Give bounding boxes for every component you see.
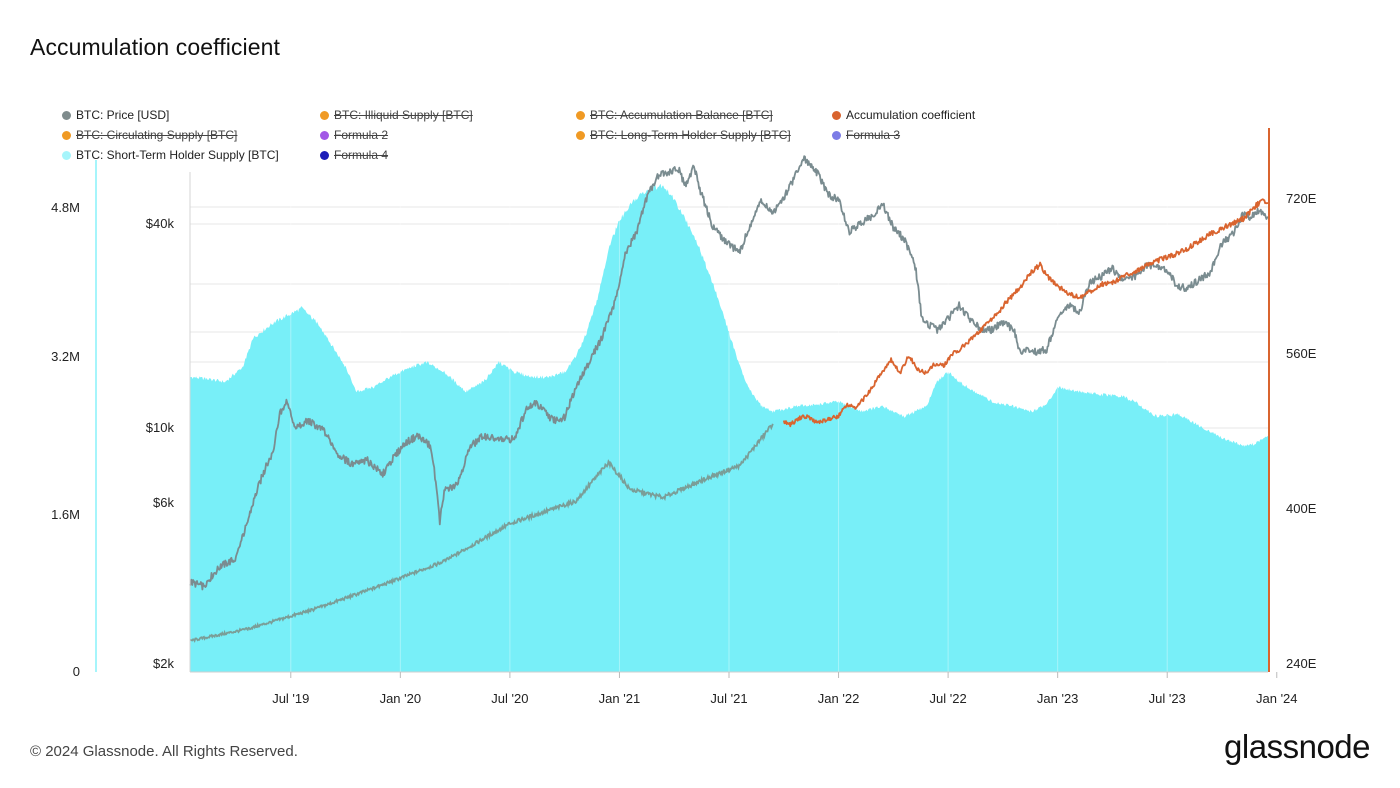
x-axis-tick-label: Jul '19 <box>272 691 310 706</box>
legend-label: Formula 2 <box>334 128 389 142</box>
legend-item[interactable]: BTC: Illiquid Supply [BTC] <box>320 108 473 122</box>
btc-price-line <box>189 155 1269 591</box>
legend-dot-icon <box>832 110 841 120</box>
x-axis-tick-label: Jul '23 <box>1148 691 1186 706</box>
x-axis-tick-label: Jan '20 <box>379 691 422 706</box>
coefficient-axis-tick-label: 400E <box>1286 501 1317 516</box>
legend-label: BTC: Illiquid Supply [BTC] <box>334 108 473 122</box>
legend-dot-icon <box>62 130 71 140</box>
legend-label: Formula 3 <box>846 128 901 142</box>
legend-label: BTC: Accumulation Balance [BTC] <box>590 108 773 122</box>
legend-item[interactable]: Formula 3 <box>832 128 900 142</box>
accumulation-coefficient-line <box>782 198 1269 428</box>
legend-item[interactable]: BTC: Short-Term Holder Supply [BTC] <box>62 148 279 162</box>
x-axis-tick-label: Jan '21 <box>598 691 641 706</box>
legend-dot-icon <box>832 130 841 140</box>
legend-dot-icon <box>576 110 585 120</box>
chart-title: Accumulation coefficient <box>30 34 280 60</box>
legend-dot-icon <box>576 130 585 140</box>
supply-axis-tick-label: 1.6M <box>51 506 80 522</box>
price-axis-tick-label: $10k <box>145 420 174 435</box>
glassnode-logo: glassnode <box>1224 728 1370 765</box>
legend-label: BTC: Price [USD] <box>76 108 170 122</box>
price-axis-tick-label: $6k <box>153 495 174 510</box>
legend-item[interactable]: BTC: Long-Term Holder Supply [BTC] <box>576 128 791 142</box>
copyright-footer: © 2024 Glassnode. All Rights Reserved. <box>30 743 298 760</box>
legend-label: BTC: Long-Term Holder Supply [BTC] <box>590 128 791 142</box>
legend-item[interactable]: BTC: Circulating Supply [BTC] <box>62 128 237 142</box>
legend-label: Formula 4 <box>334 148 389 162</box>
legend-item[interactable]: BTC: Price [USD] <box>62 108 169 122</box>
legend-label: Accumulation coefficient <box>846 108 976 122</box>
legend-dot-icon <box>320 130 329 140</box>
legend-item[interactable]: BTC: Accumulation Balance [BTC] <box>576 108 773 122</box>
coefficient-axis-tick-label: 240E <box>1286 656 1317 671</box>
supply-axis-tick-label: 4.8M <box>51 200 80 215</box>
legend-item[interactable]: Formula 2 <box>320 128 388 142</box>
legend-dot-icon <box>62 150 71 160</box>
coefficient-axis-tick-label: 720E <box>1286 191 1317 206</box>
supply-axis-tick-label: 0 <box>72 664 80 679</box>
x-axis-tick-label: Jan '23 <box>1036 691 1079 706</box>
legend-dot-icon <box>320 150 329 160</box>
legend-dot-icon <box>62 110 71 120</box>
chart-legend: BTC: Price [USD] BTC: Illiquid Supply [BT… <box>62 108 1022 170</box>
supply-axis-tick-label: 3.2M <box>51 349 80 365</box>
short-term-holder-supply-area <box>190 183 1268 672</box>
legend-label: BTC: Short-Term Holder Supply [BTC] <box>76 148 279 162</box>
coefficient-history-line <box>189 423 774 643</box>
price-axis-tick-label: $40k <box>145 216 174 231</box>
x-axis-tick-label: Jul '21 <box>710 691 748 706</box>
x-axis-tick-label: Jul '22 <box>929 691 967 706</box>
legend-item[interactable]: Formula 4 <box>320 148 388 162</box>
x-axis-tick-label: Jan '24 <box>1255 691 1298 706</box>
legend-dot-icon <box>320 110 329 120</box>
x-axis-tick-label: Jul '20 <box>491 691 529 706</box>
price-axis-tick-label: $2k <box>153 656 174 671</box>
x-axis-tick-label: Jan '22 <box>817 691 860 706</box>
legend-label: BTC: Circulating Supply [BTC] <box>76 128 238 142</box>
legend-item[interactable]: Accumulation coefficient <box>832 108 975 122</box>
coefficient-axis-tick-label: 560E <box>1286 346 1317 361</box>
